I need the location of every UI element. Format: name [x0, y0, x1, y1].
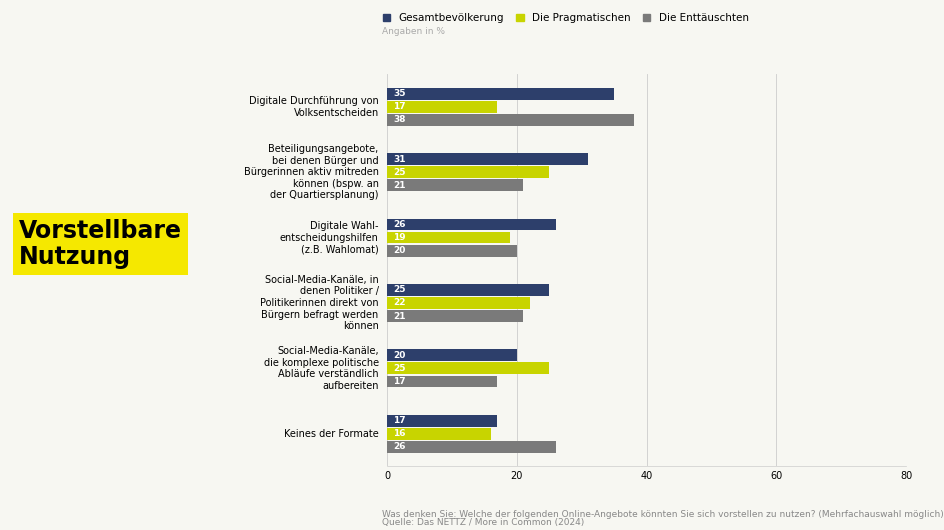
Text: 21: 21	[394, 181, 406, 190]
Bar	[387, 415, 497, 427]
Text: 17: 17	[394, 102, 406, 111]
Text: 25: 25	[394, 286, 406, 294]
Bar	[387, 180, 523, 191]
Text: 20: 20	[394, 351, 406, 360]
Bar	[387, 349, 516, 361]
Text: 31: 31	[394, 155, 406, 164]
Text: 26: 26	[394, 443, 406, 451]
Text: Vorstellbare
Nutzung: Vorstellbare Nutzung	[19, 219, 182, 269]
Text: 25: 25	[394, 364, 406, 373]
Text: 16: 16	[394, 429, 406, 438]
Bar	[387, 166, 549, 178]
Bar	[387, 153, 588, 165]
Bar	[387, 310, 523, 322]
Bar	[387, 219, 556, 231]
Text: 17: 17	[394, 416, 406, 425]
Bar	[387, 114, 633, 126]
Bar	[387, 376, 497, 387]
Bar	[387, 441, 556, 453]
Text: 25: 25	[394, 168, 406, 176]
Bar	[387, 232, 511, 243]
Bar	[387, 284, 549, 296]
Bar	[387, 101, 497, 113]
Text: 38: 38	[394, 116, 406, 125]
Bar	[387, 88, 615, 100]
Text: 17: 17	[394, 377, 406, 386]
Text: Quelle: Das NETTZ / More in Common (2024): Quelle: Das NETTZ / More in Common (2024…	[382, 518, 584, 527]
Bar	[387, 428, 491, 439]
Text: 22: 22	[394, 298, 406, 307]
Text: Angaben in %: Angaben in %	[382, 28, 446, 37]
Text: Was denken Sie: Welche der folgenden Online-Angebote könnten Sie sich vorstellen: Was denken Sie: Welche der folgenden Onl…	[382, 510, 944, 519]
Text: 19: 19	[394, 233, 406, 242]
Bar	[387, 297, 530, 309]
Text: 35: 35	[394, 90, 406, 98]
Text: 26: 26	[394, 220, 406, 229]
Text: 21: 21	[394, 312, 406, 321]
Text: 20: 20	[394, 246, 406, 255]
Bar	[387, 363, 549, 374]
Bar	[387, 245, 516, 257]
Legend: Gesamtbevölkerung, Die Pragmatischen, Die Enttäuschten: Gesamtbevölkerung, Die Pragmatischen, Di…	[383, 13, 749, 23]
